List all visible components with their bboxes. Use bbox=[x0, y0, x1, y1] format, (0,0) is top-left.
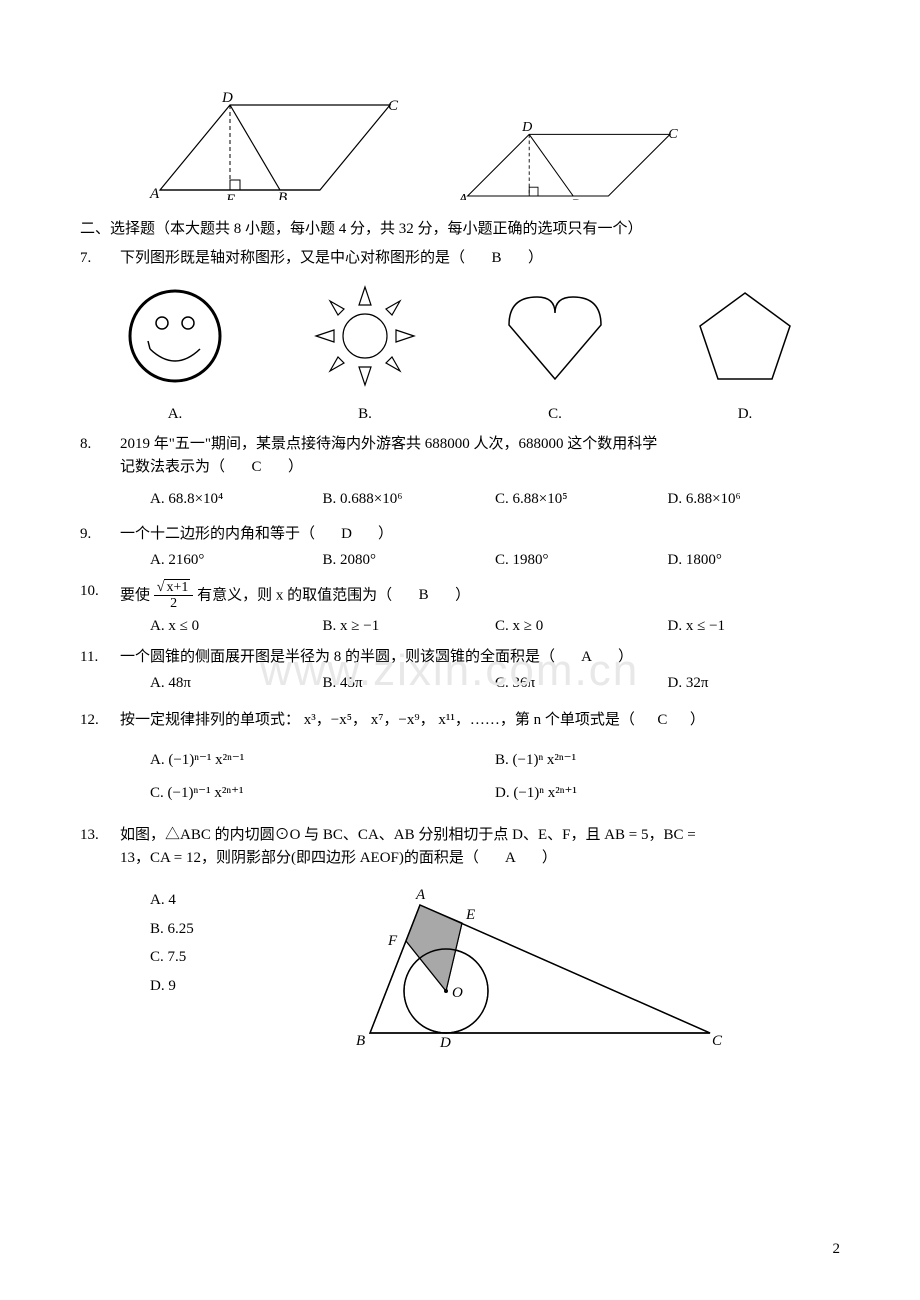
q12-text: 按一定规律排列的单项式： x³，−x⁵， x⁷，−x⁹， x¹¹，……，第 n … bbox=[120, 712, 635, 728]
label-e: E bbox=[465, 907, 475, 923]
q7-answer: B bbox=[485, 247, 509, 270]
q10-a: A. x ≤ 0 bbox=[150, 615, 323, 638]
sun-icon bbox=[310, 281, 420, 391]
q9-tail: ） bbox=[378, 526, 393, 542]
heart-icon bbox=[495, 281, 615, 391]
q13-tail: ） bbox=[542, 850, 557, 866]
q8-line2: 记数法表示为（ bbox=[120, 459, 225, 475]
section-2-header: 二、选择题（本大题共 8 小题，每小题 4 分，共 32 分，每小题正确的选项只… bbox=[80, 218, 840, 241]
question-11: 11. 一个圆锥的侧面展开图是半径为 8 的半圆，则该圆锥的全面积是（ A ） … bbox=[80, 646, 840, 699]
q8-d: D. 6.88×10⁶ bbox=[668, 488, 841, 511]
q13-line1: 如图，△ABC 的内切圆⊙O 与 BC、CA、AB 分别相切于点 D、E、F，且… bbox=[120, 824, 840, 847]
page-number: 2 bbox=[833, 1238, 841, 1261]
q13-a: A. 4 bbox=[150, 889, 310, 912]
q12-number: 12. bbox=[80, 709, 120, 815]
q7-number: 7. bbox=[80, 247, 120, 270]
q9-answer: D bbox=[335, 523, 359, 546]
parallelogram-figures: A B C D E A B C D E bbox=[140, 90, 840, 200]
q9-text: 一个十二边形的内角和等于（ bbox=[120, 526, 315, 542]
q10-d: D. x ≤ −1 bbox=[668, 615, 841, 638]
q12-d: D. (−1)ⁿ x²ⁿ⁺¹ bbox=[495, 782, 840, 805]
q7-label-a: A. bbox=[80, 403, 270, 426]
question-9: 9. 一个十二边形的内角和等于（ D ） A. 2160° B. 2080° C… bbox=[80, 523, 840, 576]
q7-label-b: B. bbox=[270, 403, 460, 426]
label-o: O bbox=[452, 985, 463, 1001]
parallelogram-small: A B C D E bbox=[450, 90, 710, 200]
vertex-d: D bbox=[221, 90, 233, 106]
q10-number: 10. bbox=[80, 580, 120, 642]
q7-label-d: D. bbox=[650, 403, 840, 426]
vertex-d: D bbox=[521, 119, 532, 135]
label-c: C bbox=[712, 1033, 723, 1049]
q11-answer: A bbox=[575, 646, 599, 669]
q10-frac-den: 2 bbox=[154, 596, 194, 611]
q11-b: B. 45π bbox=[323, 672, 496, 695]
q10-answer: B bbox=[412, 584, 436, 607]
q12-b: B. (−1)ⁿ x²ⁿ⁻¹ bbox=[495, 749, 840, 772]
q13-line2: 13，CA = 12，则阴影部分(即四边形 AEOF)的面积是（ bbox=[120, 850, 479, 866]
q7-labels: A. B. C. D. bbox=[80, 403, 840, 426]
q8-answer: C bbox=[245, 456, 269, 479]
q11-text: 一个圆锥的侧面展开图是半径为 8 的半圆，则该圆锥的全面积是（ bbox=[120, 649, 555, 665]
q8-a: A. 68.8×10⁴ bbox=[150, 488, 323, 511]
q9-b: B. 2080° bbox=[323, 549, 496, 572]
q9-number: 9. bbox=[80, 523, 120, 576]
vertex-e: E bbox=[225, 192, 235, 200]
vertex-b: B bbox=[278, 190, 287, 200]
question-12: 12. 按一定规律排列的单项式： x³，−x⁵， x⁷，−x⁹， x¹¹，……，… bbox=[80, 709, 840, 815]
q9-c: C. 1980° bbox=[495, 549, 668, 572]
q11-a: A. 48π bbox=[150, 672, 323, 695]
vertex-c: C bbox=[388, 98, 399, 114]
q8-b: B. 0.688×10⁶ bbox=[323, 488, 496, 511]
label-d: D bbox=[439, 1035, 451, 1051]
q8-number: 8. bbox=[80, 433, 120, 519]
q12-tail: ） bbox=[690, 712, 705, 728]
q10-tail: ） bbox=[455, 587, 470, 603]
vertex-a: A bbox=[149, 186, 160, 200]
q8-tail: ） bbox=[288, 459, 303, 475]
q7-text: 下列图形既是轴对称图形，又是中心对称图形的是（ bbox=[120, 250, 465, 266]
smiley-icon bbox=[120, 281, 230, 391]
q7-tail: ） bbox=[528, 250, 543, 266]
q10-mid: 有意义，则 x 的取值范围为（ bbox=[197, 587, 392, 603]
q8-c: C. 6.88×10⁵ bbox=[495, 488, 668, 511]
vertex-e: E bbox=[521, 198, 531, 200]
pentagon-icon bbox=[690, 281, 800, 391]
q13-d: D. 9 bbox=[150, 975, 310, 998]
q13-number: 13. bbox=[80, 824, 120, 1053]
question-7: 7. 下列图形既是轴对称图形，又是中心对称图形的是（ B ） bbox=[80, 247, 840, 270]
q10-fraction: √x+1 2 bbox=[154, 580, 194, 612]
q7-label-c: C. bbox=[460, 403, 650, 426]
q10-c: C. x ≥ 0 bbox=[495, 615, 668, 638]
q10-frac-num: x+1 bbox=[164, 579, 190, 595]
q11-c: C. 36π bbox=[495, 672, 668, 695]
parallelogram-large: A B C D E bbox=[140, 90, 400, 200]
vertex-b: B bbox=[571, 196, 580, 200]
q13-c: C. 7.5 bbox=[150, 946, 310, 969]
question-13: 13. 如图，△ABC 的内切圆⊙O 与 BC、CA、AB 分别相切于点 D、E… bbox=[80, 824, 840, 1053]
label-b: B bbox=[356, 1033, 365, 1049]
q9-d: D. 1800° bbox=[668, 549, 841, 572]
question-8: 8. 2019 年"五一"期间，某景点接待海内外游客共 688000 人次，68… bbox=[80, 433, 840, 519]
label-f: F bbox=[387, 933, 398, 949]
vertex-a: A bbox=[458, 191, 468, 200]
q13-options: A. 4 B. 6.25 C. 7.5 D. 9 bbox=[150, 883, 310, 1053]
q7-figures bbox=[80, 281, 840, 399]
vertex-c: C bbox=[668, 126, 678, 142]
question-10: 10. 要使 √x+1 2 有意义，则 x 的取值范围为（ B ） A. x ≤… bbox=[80, 580, 840, 642]
q11-tail: ） bbox=[618, 649, 633, 665]
triangle-incircle-figure: A B C D E F O bbox=[340, 883, 740, 1053]
q12-a: A. (−1)ⁿ⁻¹ x²ⁿ⁻¹ bbox=[150, 749, 495, 772]
q13-b: B. 6.25 bbox=[150, 918, 310, 941]
q12-c: C. (−1)ⁿ⁻¹ x²ⁿ⁺¹ bbox=[150, 782, 495, 805]
q11-d: D. 32π bbox=[668, 672, 841, 695]
q11-number: 11. bbox=[80, 646, 120, 699]
q10-b: B. x ≥ −1 bbox=[323, 615, 496, 638]
q13-answer: A bbox=[498, 847, 522, 870]
q8-line1: 2019 年"五一"期间，某景点接待海内外游客共 688000 人次，68800… bbox=[120, 433, 840, 456]
q12-answer: C bbox=[650, 709, 674, 732]
q10-pre: 要使 bbox=[120, 587, 150, 603]
q9-a: A. 2160° bbox=[150, 549, 323, 572]
label-a: A bbox=[415, 887, 426, 903]
